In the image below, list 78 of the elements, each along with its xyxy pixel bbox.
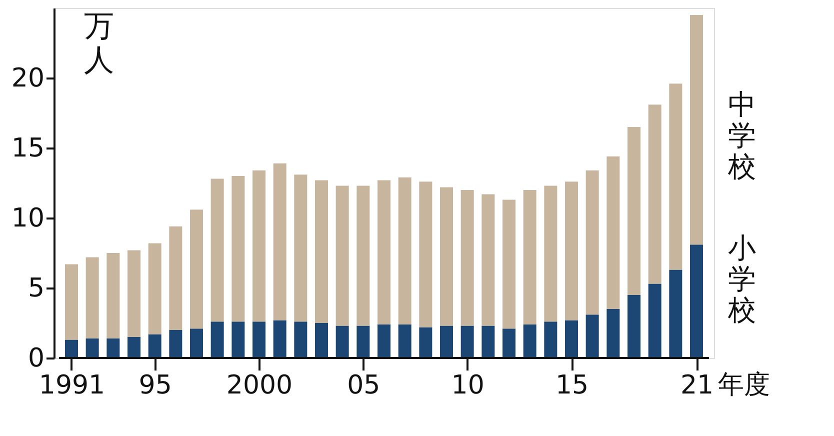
bar: [378, 324, 390, 358]
bar: [273, 320, 286, 358]
bar: [148, 334, 162, 358]
bar: [356, 186, 370, 326]
bar: [378, 180, 390, 324]
y-axis-title: 万人: [84, 9, 114, 78]
bar: [502, 328, 516, 358]
bar: [440, 187, 453, 326]
y-tick-label: 0: [28, 344, 44, 374]
bar: [398, 324, 412, 358]
bar: [628, 127, 640, 295]
bar: [356, 326, 370, 358]
bar: [565, 182, 578, 320]
bar: [419, 327, 432, 358]
bar: [190, 328, 203, 358]
bar: [210, 322, 224, 358]
series-label: 小学校: [727, 231, 756, 326]
bar: [273, 163, 286, 320]
bar: [606, 156, 620, 309]
bar: [65, 264, 78, 340]
x-tick-label: 2000: [226, 370, 293, 400]
bar: [65, 340, 78, 358]
bar: [232, 322, 245, 358]
bar: [586, 170, 599, 315]
bar: [669, 84, 682, 270]
bar: [460, 326, 474, 358]
bar: [419, 182, 432, 328]
bar: [398, 177, 412, 324]
bar: [336, 186, 349, 326]
bar: [648, 104, 662, 284]
x-tick-label: 05: [347, 370, 380, 400]
bar: [128, 337, 140, 358]
bar: [628, 295, 640, 358]
bar: [440, 326, 453, 358]
bar: [315, 323, 328, 358]
bar: [128, 250, 140, 337]
bar: [232, 176, 245, 322]
bar: [294, 322, 308, 358]
x-tick-label: 10: [451, 370, 484, 400]
series-label: 中学校: [727, 88, 756, 183]
bar: [294, 174, 308, 322]
bar: [482, 194, 495, 326]
bar: [252, 170, 266, 322]
bar: [565, 320, 578, 358]
bar: [669, 270, 682, 358]
x-tick-label: 1991: [38, 370, 106, 400]
bar: [336, 326, 349, 358]
bar: [648, 284, 662, 358]
bar: [586, 314, 599, 358]
x-tick-label: 95: [138, 370, 172, 400]
bar: [544, 322, 558, 358]
bar: [169, 226, 182, 330]
bar: [210, 178, 224, 322]
bar: [502, 200, 516, 329]
bar: [106, 253, 120, 338]
bar: [606, 309, 620, 358]
bar: [482, 326, 495, 358]
bar: [252, 322, 266, 358]
bar: [544, 186, 558, 322]
bar: [190, 210, 203, 329]
bar: [148, 243, 162, 334]
bar: [86, 257, 99, 338]
x-tick-label: 21: [680, 370, 714, 400]
x-tick-label: 15: [555, 370, 589, 400]
bar: [523, 190, 536, 324]
x-axis-title: 年度: [718, 370, 770, 400]
bar: [460, 190, 474, 326]
bar: [106, 338, 120, 358]
bar: [315, 180, 328, 323]
bar: [86, 338, 99, 358]
y-tick-label: 20: [11, 64, 44, 94]
y-tick-label: 15: [11, 134, 44, 164]
bar: [523, 324, 536, 358]
bar: [690, 244, 703, 358]
y-tick-label: 10: [11, 204, 44, 234]
y-tick-label: 5: [28, 274, 44, 304]
bar: [690, 15, 703, 245]
bar: [169, 330, 182, 358]
